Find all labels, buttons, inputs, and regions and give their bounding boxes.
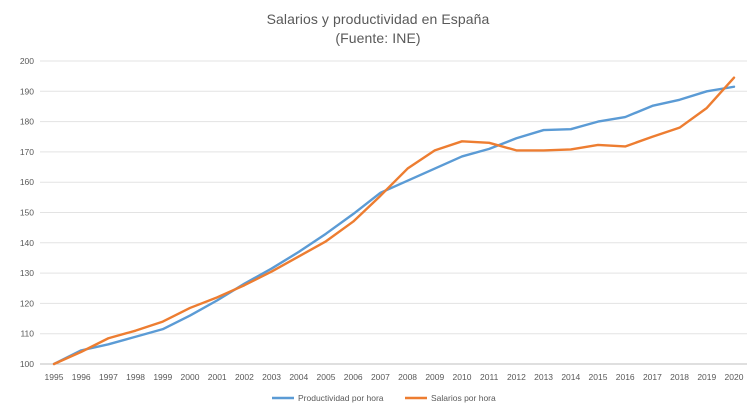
chart-title: Salarios y productividad en España [266,11,490,27]
data-point [298,251,300,253]
data-point [325,233,327,235]
legend: Productividad por hora Salarios por hora [272,393,496,403]
data-point [624,145,626,147]
x-tick-label: 2010 [453,372,472,382]
data-point [80,351,82,353]
data-point [570,148,572,150]
x-tick-label: 2000 [181,372,200,382]
x-tick-label: 1995 [45,372,64,382]
x-tick-label: 2003 [262,372,281,382]
data-point [461,140,463,142]
data-point [678,126,680,128]
y-tick-label: 110 [20,329,34,339]
x-tick-label: 1996 [72,372,91,382]
data-point [352,220,354,222]
gridlines [40,60,747,365]
x-tick-label: 2005 [317,372,336,382]
y-tick-label: 160 [20,177,34,187]
x-tick-label: 2006 [344,372,363,382]
x-tick-label: 2014 [561,372,580,382]
data-point [488,148,490,150]
data-point [624,116,626,118]
data-point [706,107,708,109]
y-tick-label: 170 [20,147,34,157]
y-tick-label: 120 [20,298,34,308]
data-point [434,167,436,169]
data-point [597,120,599,122]
y-tick-label: 140 [20,238,34,248]
x-tick-label: 2012 [507,372,526,382]
data-point [216,299,218,301]
data-point [515,137,517,139]
data-point [597,144,599,146]
data-point [352,213,354,215]
data-point [189,314,191,316]
y-tick-label: 200 [20,56,34,66]
x-tick-label: 2008 [398,372,417,382]
x-tick-label: 2016 [616,372,635,382]
y-tick-label: 190 [20,86,34,96]
x-tick-label: 2011 [480,372,499,382]
data-point [678,99,680,101]
x-tick-label: 2002 [235,372,254,382]
data-point [733,76,735,78]
data-point [270,267,272,269]
data-point [515,149,517,151]
data-point [107,337,109,339]
x-tick-label: 2013 [534,372,553,382]
x-tick-label: 2018 [670,372,689,382]
data-point [53,363,55,365]
data-point [651,136,653,138]
x-tick-label: 2007 [371,372,390,382]
y-axis: 100 110 120 130 140 150 160 170 180 190 200 [20,56,34,369]
data-point [434,149,436,151]
y-tick-label: 180 [20,117,34,127]
x-tick-label: 2015 [589,372,608,382]
y-tick-label: 100 [20,359,34,369]
data-point [406,167,408,169]
x-tick-label: 2009 [425,372,444,382]
data-point [733,86,735,88]
data-point [189,307,191,309]
data-point [134,329,136,331]
data-point [243,284,245,286]
x-tick-label: 1998 [126,372,145,382]
x-axis: 1995 1996 1997 1998 1999 2000 2001 2002 2003 2004… [45,372,744,382]
y-tick-label: 150 [20,208,34,218]
x-tick-label: 2019 [697,372,716,382]
series-line-productividad [52,85,736,366]
data-point [542,149,544,151]
x-tick-label: 1997 [99,372,118,382]
series-line-salarios [52,76,736,366]
chart-subtitle: (Fuente: INE) [335,30,421,46]
data-point [325,240,327,242]
data-point [216,296,218,298]
x-tick-label: 2017 [643,372,662,382]
data-point [107,343,109,345]
series-lines [52,76,736,366]
data-point [134,336,136,338]
x-tick-label: 2020 [725,372,744,382]
data-point [461,155,463,157]
legend-label: Salarios por hora [431,393,496,403]
x-tick-label: 2001 [208,372,227,382]
x-tick-label: 2004 [289,372,308,382]
legend-label: Productividad por hora [298,393,384,403]
data-point [570,128,572,130]
data-point [379,195,381,197]
data-point [542,129,544,131]
data-point [488,142,490,144]
x-tick-label: 1999 [153,372,172,382]
data-point [270,270,272,272]
data-point [651,105,653,107]
data-point [162,328,164,330]
data-point [298,255,300,257]
data-point [706,90,708,92]
data-point [162,320,164,322]
data-point [406,179,408,181]
y-tick-label: 130 [20,268,34,278]
